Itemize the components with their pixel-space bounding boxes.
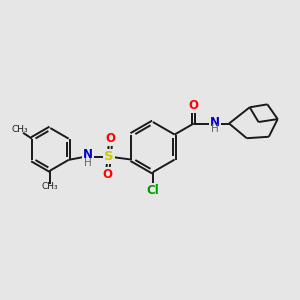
Text: O: O <box>189 99 199 112</box>
Text: N: N <box>210 116 220 128</box>
Text: O: O <box>103 168 113 182</box>
Text: H: H <box>212 124 219 134</box>
Text: O: O <box>106 132 116 145</box>
Text: H: H <box>84 158 92 167</box>
Text: Cl: Cl <box>147 184 159 197</box>
Text: CH₃: CH₃ <box>42 182 58 191</box>
Text: CH₃: CH₃ <box>12 125 28 134</box>
Text: S: S <box>104 150 114 163</box>
Text: N: N <box>83 148 93 161</box>
